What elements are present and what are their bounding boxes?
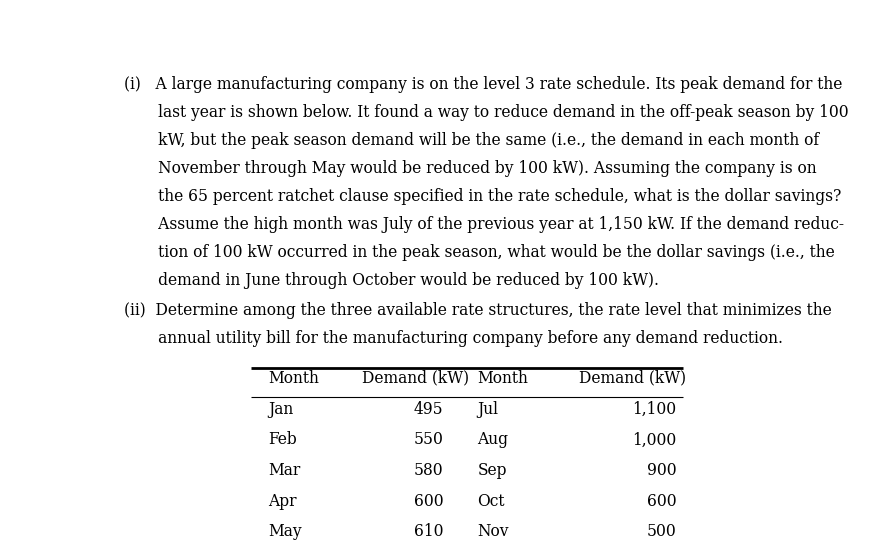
- Text: 580: 580: [414, 462, 444, 479]
- Text: Apr: Apr: [268, 493, 296, 510]
- Text: (i)   A large manufacturing company is on the level 3 rate schedule. Its peak de: (i) A large manufacturing company is on …: [124, 76, 842, 92]
- Text: Demand (kW): Demand (kW): [579, 370, 685, 387]
- Text: 1,100: 1,100: [632, 401, 677, 418]
- Text: November through May would be reduced by 100 kW). Assuming the company is on: November through May would be reduced by…: [124, 160, 816, 177]
- Text: Assume the high month was July of the previous year at 1,150 kW. If the demand r: Assume the high month was July of the pr…: [124, 216, 844, 233]
- Text: Nov: Nov: [477, 523, 508, 540]
- Text: Aug: Aug: [477, 431, 508, 448]
- Text: tion of 100 kW occurred in the peak season, what would be the dollar savings (i.: tion of 100 kW occurred in the peak seas…: [124, 244, 835, 261]
- Text: 550: 550: [413, 431, 444, 448]
- Text: (ii)  Determine among the three available rate structures, the rate level that m: (ii) Determine among the three available…: [124, 302, 832, 319]
- Text: Feb: Feb: [268, 431, 296, 448]
- Text: 495: 495: [414, 401, 444, 418]
- Text: Month: Month: [477, 370, 528, 387]
- Text: Jul: Jul: [477, 401, 498, 418]
- Text: Demand (kW): Demand (kW): [363, 370, 469, 387]
- Text: Sep: Sep: [477, 462, 507, 479]
- Text: Jan: Jan: [268, 401, 293, 418]
- Text: 900: 900: [647, 462, 677, 479]
- Text: 500: 500: [647, 523, 677, 540]
- Text: annual utility bill for the manufacturing company before any demand reduction.: annual utility bill for the manufacturin…: [124, 330, 783, 348]
- Text: kW, but the peak season demand will be the same (i.e., the demand in each month : kW, but the peak season demand will be t…: [124, 132, 819, 149]
- Text: 1,000: 1,000: [632, 431, 677, 448]
- Text: Mar: Mar: [268, 462, 300, 479]
- Text: last year is shown below. It found a way to reduce demand in the off-peak season: last year is shown below. It found a way…: [124, 104, 848, 121]
- Text: demand in June through October would be reduced by 100 kW).: demand in June through October would be …: [124, 272, 659, 289]
- Text: May: May: [268, 523, 302, 540]
- Text: Oct: Oct: [477, 493, 505, 510]
- Text: Month: Month: [268, 370, 318, 387]
- Text: 600: 600: [414, 493, 444, 510]
- Text: the 65 percent ratchet clause specified in the rate schedule, what is the dollar: the 65 percent ratchet clause specified …: [124, 188, 841, 205]
- Text: 600: 600: [647, 493, 677, 510]
- Text: 610: 610: [414, 523, 444, 540]
